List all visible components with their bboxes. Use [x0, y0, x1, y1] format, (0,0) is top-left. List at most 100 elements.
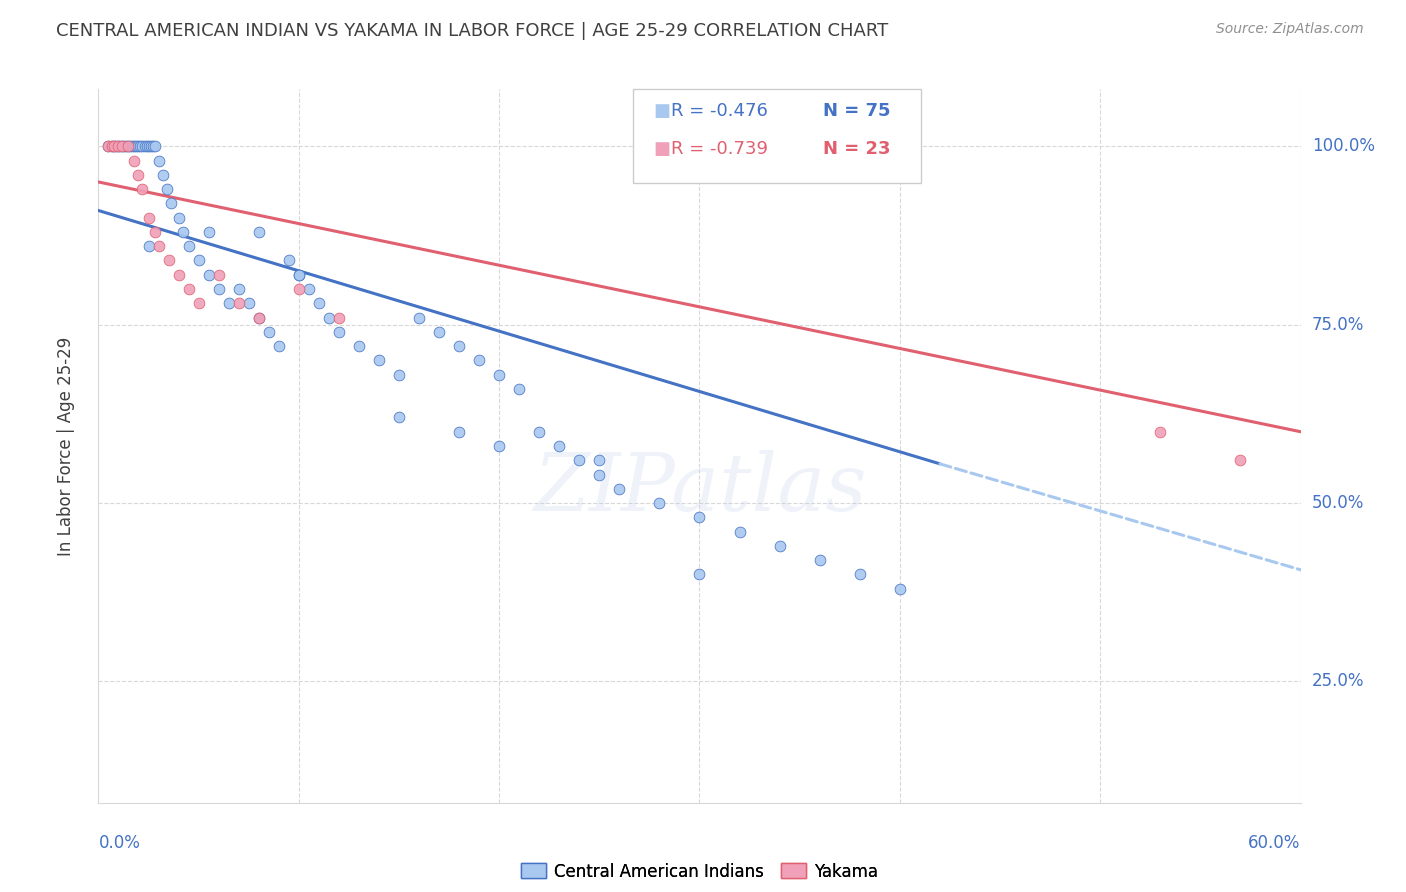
Point: [508, 382, 530, 396]
Point: [103, 139, 125, 153]
Point: [128, 168, 150, 182]
Text: Source: ZipAtlas.com: Source: ZipAtlas.com: [1216, 22, 1364, 37]
Point: [141, 139, 163, 153]
Point: [208, 282, 231, 296]
Point: [128, 139, 150, 153]
Point: [167, 268, 190, 282]
Point: [159, 196, 181, 211]
Point: [117, 139, 139, 153]
Point: [143, 225, 166, 239]
Point: [131, 182, 153, 196]
Text: N = 75: N = 75: [823, 103, 890, 120]
Point: [889, 582, 911, 596]
Point: [247, 225, 270, 239]
Text: R = -0.739: R = -0.739: [671, 140, 768, 158]
Point: [157, 253, 180, 268]
Point: [368, 353, 391, 368]
Point: [228, 296, 250, 310]
Point: [187, 253, 209, 268]
Point: [288, 282, 311, 296]
Point: [197, 268, 219, 282]
Text: 100.0%: 100.0%: [1312, 137, 1375, 155]
Point: [308, 296, 330, 310]
Point: [849, 567, 872, 582]
Point: [172, 225, 194, 239]
Point: [347, 339, 370, 353]
Text: R = -0.476: R = -0.476: [671, 103, 768, 120]
Point: [808, 553, 831, 567]
Point: [121, 139, 143, 153]
Text: CENTRAL AMERICAN INDIAN VS YAKAMA IN LABOR FORCE | AGE 25-29 CORRELATION CHART: CENTRAL AMERICAN INDIAN VS YAKAMA IN LAB…: [56, 22, 889, 40]
Point: [288, 268, 311, 282]
Point: [107, 139, 129, 153]
Point: [488, 368, 510, 382]
Point: [129, 139, 152, 153]
Point: [427, 325, 450, 339]
Point: [688, 510, 710, 524]
Point: [588, 467, 610, 482]
Text: ■: ■: [654, 140, 671, 158]
Point: [247, 310, 270, 325]
Text: 25.0%: 25.0%: [1312, 673, 1364, 690]
Text: 60.0%: 60.0%: [1249, 834, 1301, 852]
Point: [138, 211, 160, 225]
Text: 75.0%: 75.0%: [1312, 316, 1364, 334]
Point: [447, 425, 470, 439]
Text: 50.0%: 50.0%: [1312, 494, 1364, 512]
Point: [197, 225, 219, 239]
Point: [114, 139, 136, 153]
Point: [177, 239, 200, 253]
Point: [1149, 425, 1171, 439]
Point: [247, 310, 270, 325]
Point: [388, 368, 411, 382]
Point: [568, 453, 591, 467]
Point: [148, 153, 170, 168]
Point: [120, 139, 142, 153]
Point: [768, 539, 790, 553]
Point: [138, 139, 160, 153]
Point: [135, 139, 157, 153]
Point: [148, 239, 170, 253]
Point: [688, 567, 710, 582]
Point: [328, 310, 350, 325]
Text: 0.0%: 0.0%: [98, 834, 141, 852]
Point: [107, 139, 129, 153]
Point: [125, 139, 148, 153]
Point: [155, 182, 177, 196]
Point: [177, 282, 200, 296]
Point: [648, 496, 671, 510]
Point: [124, 153, 146, 168]
Point: [277, 253, 299, 268]
Point: [267, 339, 290, 353]
Point: [97, 139, 120, 153]
Text: ■: ■: [654, 103, 671, 120]
Point: [257, 325, 280, 339]
Point: [111, 139, 134, 153]
Point: [1229, 453, 1251, 467]
Point: [124, 139, 146, 153]
Point: [218, 296, 240, 310]
Legend: Central American Indians, Yakama: Central American Indians, Yakama: [515, 856, 884, 888]
Point: [488, 439, 510, 453]
Point: [167, 211, 190, 225]
Point: [238, 296, 260, 310]
Point: [143, 139, 166, 153]
Point: [468, 353, 491, 368]
Point: [208, 268, 231, 282]
Point: [111, 139, 134, 153]
Y-axis label: In Labor Force | Age 25-29: In Labor Force | Age 25-29: [56, 336, 75, 556]
Point: [105, 139, 128, 153]
Point: [101, 139, 124, 153]
Point: [97, 139, 120, 153]
Point: [408, 310, 430, 325]
Point: [139, 139, 162, 153]
Point: [529, 425, 551, 439]
Point: [152, 168, 174, 182]
Point: [134, 139, 156, 153]
Point: [103, 139, 125, 153]
Point: [138, 239, 160, 253]
Point: [728, 524, 751, 539]
Point: [117, 139, 139, 153]
Point: [187, 296, 209, 310]
Point: [228, 282, 250, 296]
